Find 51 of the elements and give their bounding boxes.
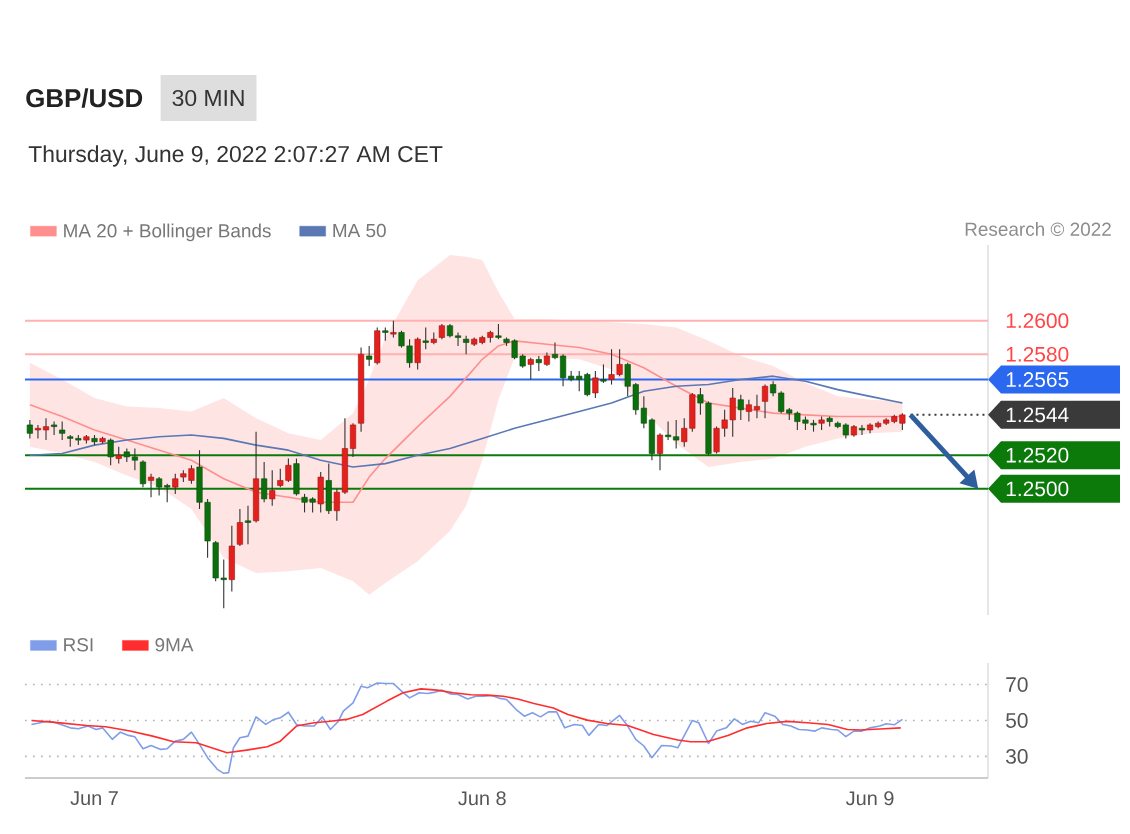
candlestick xyxy=(236,508,243,547)
candlestick xyxy=(761,384,769,419)
candlestick xyxy=(737,394,744,421)
y-tick-label: 70 xyxy=(1006,677,1028,692)
candlestick xyxy=(34,424,41,439)
line-series xyxy=(30,688,902,754)
chart-subtitle: Thursday, June 9, 2022 2:07:27 AM CET xyxy=(28,145,443,167)
ref-line-label: 1.2544 xyxy=(1006,407,1069,423)
candlestick xyxy=(26,419,33,439)
candlestick xyxy=(147,473,155,498)
candlestick xyxy=(665,421,672,441)
candlestick xyxy=(269,469,276,507)
candlestick xyxy=(753,394,760,419)
candlestick xyxy=(527,357,534,381)
candlestick xyxy=(592,370,599,399)
candlestick xyxy=(42,417,50,441)
x-tick-label: Jun 7 xyxy=(70,791,118,806)
candlestick xyxy=(454,331,462,347)
x-tick-label: Jun 9 xyxy=(846,791,894,806)
candlestick xyxy=(349,422,357,458)
candlestick xyxy=(422,326,429,350)
candlestick xyxy=(560,353,567,387)
candlestick xyxy=(59,421,66,441)
text: Research © 2022 xyxy=(965,222,1111,236)
x-tick-label: Jun 8 xyxy=(458,791,506,806)
text: 30 MIN xyxy=(172,89,244,107)
candlestick xyxy=(858,424,866,436)
candlestick xyxy=(366,345,373,367)
candlestick xyxy=(551,341,559,360)
candlestick xyxy=(656,432,664,471)
candlestick xyxy=(172,473,179,495)
legend-label: MA 20 + Bollinger Bands xyxy=(64,223,271,242)
legend-label: RSI xyxy=(64,638,93,652)
legend-label: 9MA xyxy=(155,638,194,652)
ref-line-label: 1.2500 xyxy=(1006,481,1069,497)
ref-line-label: 1.2565 xyxy=(1006,372,1069,387)
candlestick xyxy=(244,505,252,545)
candlestick xyxy=(463,335,470,355)
y-tick-label: 30 xyxy=(1006,749,1028,764)
chart-title: GBP/USD xyxy=(26,88,143,108)
ref-line-label: 1.2520 xyxy=(1006,447,1069,463)
y-tick-label: 50 xyxy=(1006,713,1028,728)
candlestick xyxy=(600,363,607,384)
legend-label: MA 50 xyxy=(333,223,386,238)
candlestick xyxy=(745,399,752,423)
candlestick xyxy=(333,488,340,522)
y-tick-label: 1.2600 xyxy=(1006,313,1069,329)
y-tick-label: 1.2580 xyxy=(1006,346,1069,362)
candlestick xyxy=(414,336,421,370)
candlestick xyxy=(673,419,680,450)
candlestick xyxy=(51,421,58,436)
